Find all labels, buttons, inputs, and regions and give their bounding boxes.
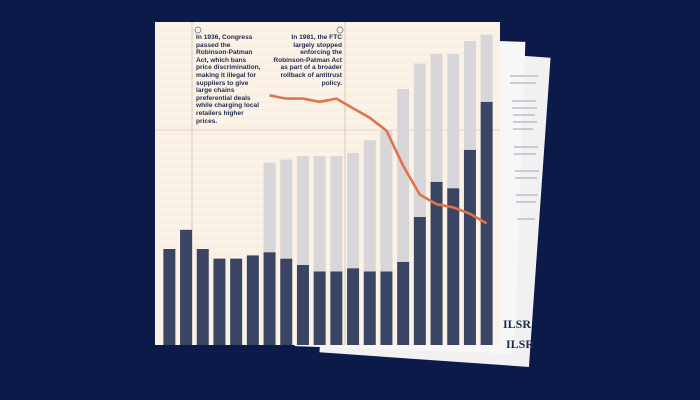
bar — [180, 229, 193, 345]
bar — [347, 153, 360, 269]
bar — [230, 258, 243, 345]
bar — [313, 271, 326, 345]
bar — [430, 181, 443, 345]
bar — [280, 258, 293, 345]
bar — [447, 188, 460, 345]
bar — [213, 258, 226, 345]
bar — [280, 159, 293, 259]
logo: ILSR — [503, 317, 531, 331]
annotation: In 1936, Congress passed the Robinson-Pa… — [196, 34, 261, 125]
bar — [413, 63, 426, 218]
annotation: In 1981, the FTC largely stopped enforci… — [273, 34, 342, 87]
bar — [463, 149, 476, 345]
bar — [413, 217, 426, 345]
bar — [363, 140, 376, 272]
bar — [447, 53, 460, 189]
logo: ILSR — [506, 337, 534, 351]
bar — [380, 130, 393, 272]
bar — [380, 271, 393, 345]
bar — [313, 156, 326, 272]
bar — [163, 249, 176, 345]
bar — [463, 41, 476, 150]
bar — [330, 156, 343, 272]
bar — [330, 271, 343, 345]
bar — [397, 89, 410, 262]
page-text-lines — [510, 75, 539, 220]
bar — [263, 162, 276, 253]
bar — [430, 53, 443, 182]
bar — [263, 252, 276, 345]
bar — [296, 156, 309, 265]
bar — [196, 249, 209, 345]
bar — [363, 271, 376, 345]
bar — [347, 268, 360, 345]
bar — [397, 261, 410, 345]
trend-line — [269, 94, 488, 225]
bar — [246, 255, 259, 345]
paper-rules — [155, 29, 500, 343]
bar — [296, 265, 309, 345]
bar — [480, 34, 493, 102]
info-icons — [194, 26, 344, 34]
